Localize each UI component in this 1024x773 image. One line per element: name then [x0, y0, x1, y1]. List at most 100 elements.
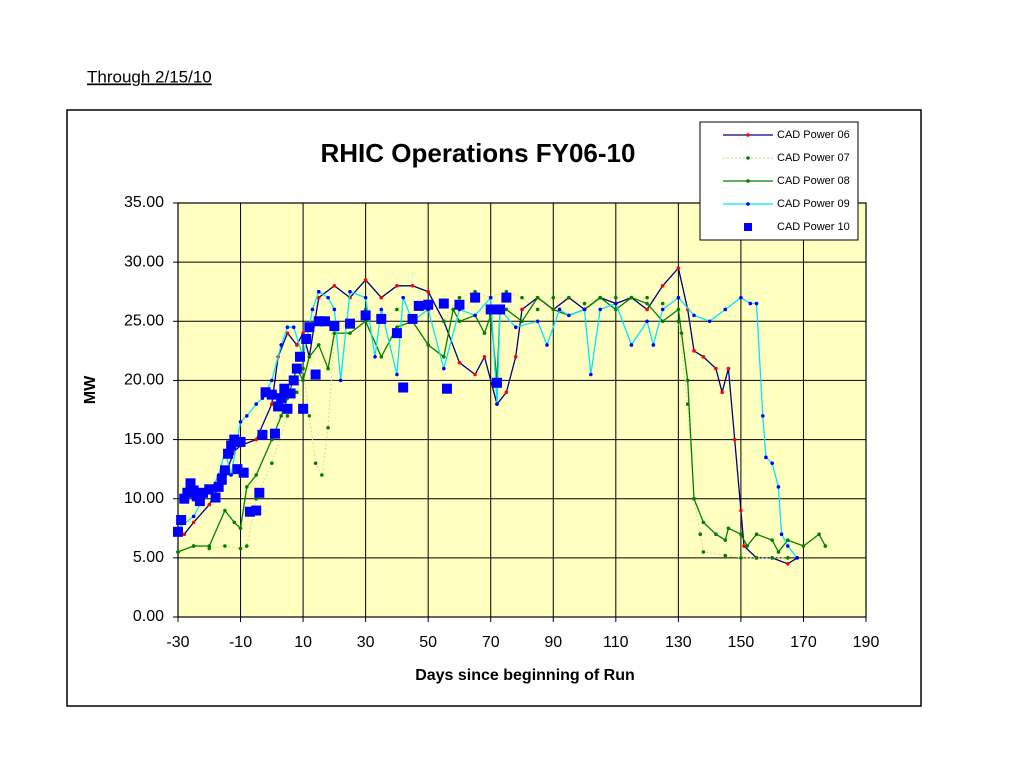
marker — [332, 331, 337, 335]
marker — [520, 307, 524, 312]
legend-marker — [746, 156, 750, 160]
marker — [795, 556, 799, 560]
marker — [645, 301, 649, 306]
marker — [191, 514, 196, 519]
marker — [279, 414, 284, 418]
marker — [223, 448, 234, 459]
marker — [379, 354, 384, 359]
marker — [254, 402, 258, 406]
marker — [329, 321, 340, 332]
plot-border — [177, 202, 867, 618]
x-tick-label: 130 — [665, 634, 692, 651]
marker — [567, 295, 571, 300]
marker — [714, 366, 718, 371]
marker — [395, 307, 399, 312]
marker — [270, 461, 274, 466]
marker — [232, 520, 237, 525]
marker — [270, 402, 274, 406]
marker — [316, 295, 321, 300]
legend-marker — [744, 223, 752, 231]
marker — [348, 289, 352, 294]
marker — [723, 553, 728, 558]
legend-label: CAD Power 07 — [777, 152, 850, 164]
x-tick-label: 110 — [603, 634, 629, 651]
marker — [254, 473, 258, 477]
marker — [748, 301, 753, 306]
marker — [285, 331, 290, 335]
marker — [326, 366, 330, 371]
marker — [198, 487, 209, 498]
marker — [426, 343, 430, 347]
marker — [332, 307, 337, 312]
marker — [692, 313, 696, 318]
marker — [520, 295, 524, 300]
marker — [238, 420, 243, 424]
marker — [310, 307, 315, 312]
marker — [244, 506, 255, 517]
marker — [407, 313, 418, 324]
marker — [320, 473, 324, 477]
marker — [332, 284, 337, 288]
marker — [307, 354, 312, 359]
marker — [504, 307, 509, 312]
marker — [194, 496, 205, 507]
marker — [345, 318, 355, 329]
marker — [732, 437, 737, 442]
marker — [451, 307, 456, 312]
x-tick-label: 170 — [790, 634, 817, 651]
x-tick-label: 190 — [853, 634, 880, 651]
y-tick-label: 35.00 — [124, 194, 164, 211]
marker — [285, 414, 290, 418]
marker — [326, 295, 330, 300]
marker — [676, 295, 681, 300]
marker — [395, 372, 399, 377]
marker — [401, 295, 405, 300]
y-tick-label: 25.00 — [124, 313, 164, 330]
marker — [698, 532, 703, 536]
marker — [726, 366, 731, 371]
marker — [301, 366, 305, 371]
marker — [179, 493, 190, 504]
marker — [739, 556, 743, 560]
marker — [495, 304, 506, 315]
marker — [761, 414, 765, 418]
marker — [413, 300, 424, 311]
marker — [301, 334, 312, 345]
marker — [660, 301, 665, 306]
marker — [701, 550, 706, 554]
marker — [182, 532, 187, 536]
marker — [589, 372, 593, 377]
marker — [266, 389, 277, 400]
marker — [557, 307, 562, 312]
marker — [363, 295, 368, 300]
marker — [379, 295, 384, 300]
marker — [173, 526, 183, 537]
y-tick-label: 15.00 — [124, 431, 164, 448]
marker — [316, 343, 321, 347]
marker — [457, 360, 462, 365]
marker — [488, 295, 493, 300]
marker — [313, 316, 324, 327]
y-tick-label: 0.00 — [133, 608, 164, 625]
marker — [817, 532, 821, 536]
marker — [245, 414, 249, 418]
y-tick-label: 10.00 — [124, 490, 164, 507]
y-axis-label: MW — [82, 375, 99, 404]
marker — [207, 502, 212, 507]
marker — [426, 289, 430, 294]
marker — [582, 307, 587, 312]
marker — [504, 390, 509, 395]
marker — [485, 304, 496, 315]
x-tick-label: 50 — [419, 634, 437, 651]
marker — [513, 325, 518, 330]
marker — [238, 546, 243, 551]
marker — [226, 440, 237, 451]
marker — [223, 544, 227, 548]
marker — [770, 538, 774, 542]
marker — [645, 319, 649, 324]
marker — [313, 461, 318, 466]
marker — [441, 383, 452, 394]
marker — [535, 295, 540, 300]
marker — [310, 369, 321, 380]
marker — [739, 295, 743, 300]
